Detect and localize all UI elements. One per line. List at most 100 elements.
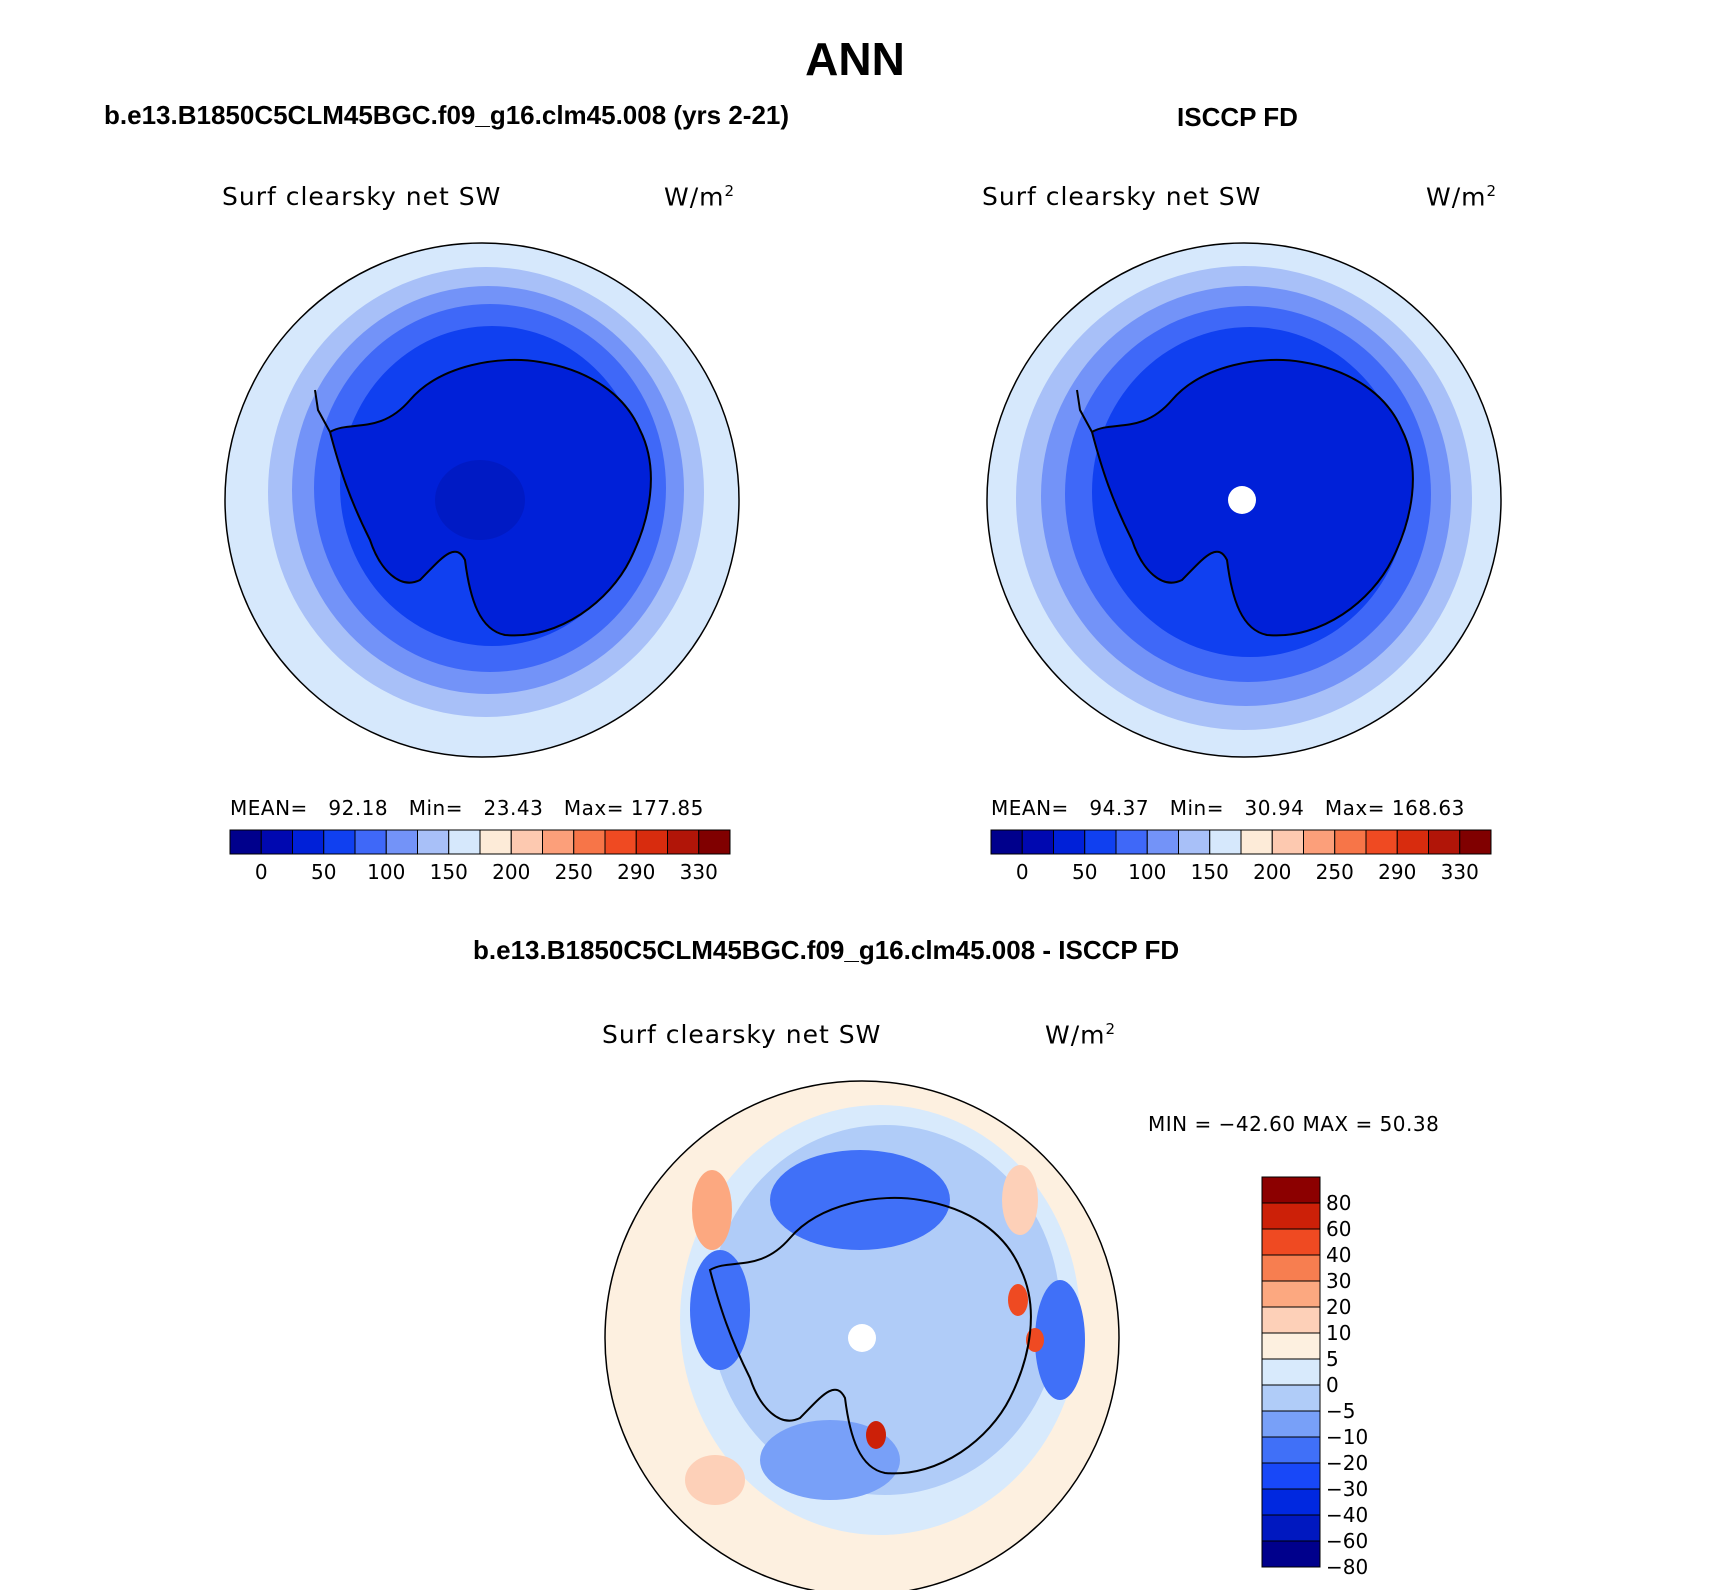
colorbar-tick-label: 250 xyxy=(1315,860,1354,884)
colorbar-swatch xyxy=(1261,1384,1321,1412)
colorbar-tick-label: −10 xyxy=(1326,1425,1369,1449)
colorbar-tick-label: 0 xyxy=(1015,860,1029,884)
colorbar-swatch xyxy=(1146,829,1179,855)
colorbar-tick-label: 250 xyxy=(554,860,593,884)
colorbar-swatch xyxy=(292,829,325,855)
colorbar-swatch xyxy=(1271,829,1304,855)
diff-coastline xyxy=(708,1196,1032,1475)
colorbar-swatch xyxy=(479,829,512,855)
colorbar-swatch xyxy=(1261,1436,1321,1464)
colorbar-swatch xyxy=(1261,1514,1321,1542)
colorbar-swatch xyxy=(323,829,356,855)
colorbar-tick-label: 290 xyxy=(1378,860,1417,884)
colorbar-tick-label: 80 xyxy=(1326,1191,1352,1215)
colorbar-tick-label: 200 xyxy=(492,860,531,884)
colorbar-swatch xyxy=(1261,1540,1321,1568)
colorbar-swatch xyxy=(1240,829,1273,855)
obs-units: W/m2 xyxy=(1426,182,1498,212)
figure-title: ANN xyxy=(805,33,905,85)
model-stats: MEAN= 92.18 Min= 23.43 Max= 177.85 xyxy=(230,796,704,820)
diff-variable-name: Surf clearsky net SW xyxy=(602,1020,882,1049)
colorbar-swatch xyxy=(1261,1410,1321,1438)
colorbar-tick-label: 5 xyxy=(1326,1347,1339,1371)
colorbar-swatch xyxy=(1261,1202,1321,1230)
colorbar-tick-label: 100 xyxy=(367,860,406,884)
colorbar-tick-label: −5 xyxy=(1326,1399,1356,1423)
diff-polar-hole xyxy=(848,1324,876,1352)
colorbar-tick-label: −60 xyxy=(1326,1529,1369,1553)
colorbar-tick-label: 330 xyxy=(679,860,718,884)
colorbar-tick-label: −40 xyxy=(1326,1503,1369,1527)
model-colorbar xyxy=(229,829,731,855)
colorbar-swatch xyxy=(698,829,731,855)
colorbar-swatch xyxy=(229,829,262,855)
colorbar-tick-label: 330 xyxy=(1440,860,1479,884)
colorbar-swatch xyxy=(1334,829,1367,855)
colorbar-tick-label: 20 xyxy=(1326,1295,1352,1319)
model-units: W/m2 xyxy=(664,182,736,212)
colorbar-swatch xyxy=(604,829,637,855)
colorbar-swatch xyxy=(635,829,668,855)
diff-panel-title: b.e13.B1850C5CLM45BGC.f09_g16.clm45.008 … xyxy=(473,935,1180,965)
obs-stats: MEAN= 94.37 Min= 30.94 Max= 168.63 xyxy=(991,796,1465,820)
model-coastline xyxy=(328,358,652,637)
colorbar-swatch xyxy=(1261,1462,1321,1490)
obs-panel-title: ISCCP FD xyxy=(1177,102,1298,132)
colorbar-tick-label: −30 xyxy=(1326,1477,1369,1501)
colorbar-swatch xyxy=(1178,829,1211,855)
model-panel-title: b.e13.B1850C5CLM45BGC.f09_g16.clm45.008 … xyxy=(104,100,790,130)
colorbar-swatch xyxy=(354,829,387,855)
colorbar-tick-label: 50 xyxy=(1072,860,1098,884)
colorbar-tick-label: 150 xyxy=(1190,860,1229,884)
colorbar-tick-label: −80 xyxy=(1326,1555,1369,1579)
colorbar-swatch xyxy=(1053,829,1086,855)
colorbar-tick-label: 40 xyxy=(1326,1243,1352,1267)
colorbar-swatch xyxy=(1261,1306,1321,1334)
colorbar-swatch xyxy=(1303,829,1336,855)
colorbar-tick-label: 0 xyxy=(254,860,268,884)
colorbar-tick-label: 100 xyxy=(1128,860,1167,884)
colorbar-tick-label: 30 xyxy=(1326,1269,1352,1293)
colorbar-swatch xyxy=(1115,829,1148,855)
colorbar-swatch xyxy=(448,829,481,855)
colorbar-swatch xyxy=(1261,1254,1321,1282)
colorbar-swatch xyxy=(667,829,700,855)
obs-colorbar xyxy=(990,829,1492,855)
colorbar-swatch xyxy=(1365,829,1398,855)
colorbar-swatch xyxy=(1428,829,1461,855)
diff-map xyxy=(605,1081,1119,1590)
colorbar-swatch xyxy=(1261,1358,1321,1386)
colorbar-tick-label: 60 xyxy=(1326,1217,1352,1241)
obs-coastline xyxy=(1090,358,1414,637)
model-map xyxy=(225,243,739,757)
colorbar-swatch xyxy=(990,829,1023,855)
colorbar-swatch xyxy=(1084,829,1117,855)
diff-units: W/m2 xyxy=(1045,1020,1117,1050)
diff-colorbar xyxy=(1261,1176,1321,1568)
colorbar-swatch xyxy=(1209,829,1242,855)
diff-stats: MIN = −42.60 MAX = 50.38 xyxy=(1148,1112,1440,1136)
colorbar-swatch xyxy=(510,829,543,855)
colorbar-swatch xyxy=(260,829,293,855)
colorbar-swatch xyxy=(1459,829,1492,855)
colorbar-swatch xyxy=(1396,829,1429,855)
colorbar-tick-label: −20 xyxy=(1326,1451,1369,1475)
colorbar-swatch xyxy=(1261,1332,1321,1360)
colorbar-tick-label: 10 xyxy=(1326,1321,1352,1345)
colorbar-tick-label: 290 xyxy=(617,860,656,884)
colorbar-tick-label: 50 xyxy=(311,860,337,884)
colorbar-swatch xyxy=(1021,829,1054,855)
obs-polar-hole xyxy=(1228,486,1256,514)
colorbar-swatch xyxy=(1261,1488,1321,1516)
colorbar-tick-label: 150 xyxy=(429,860,468,884)
colorbar-swatch xyxy=(542,829,575,855)
colorbar-tick-label: 200 xyxy=(1253,860,1292,884)
model-variable-name: Surf clearsky net SW xyxy=(222,182,502,211)
obs-variable-name: Surf clearsky net SW xyxy=(982,182,1262,211)
colorbar-swatch xyxy=(1261,1280,1321,1308)
colorbar-swatch xyxy=(1261,1228,1321,1256)
colorbar-swatch xyxy=(417,829,450,855)
colorbar-swatch xyxy=(1261,1176,1321,1204)
colorbar-tick-label: 0 xyxy=(1326,1373,1339,1397)
